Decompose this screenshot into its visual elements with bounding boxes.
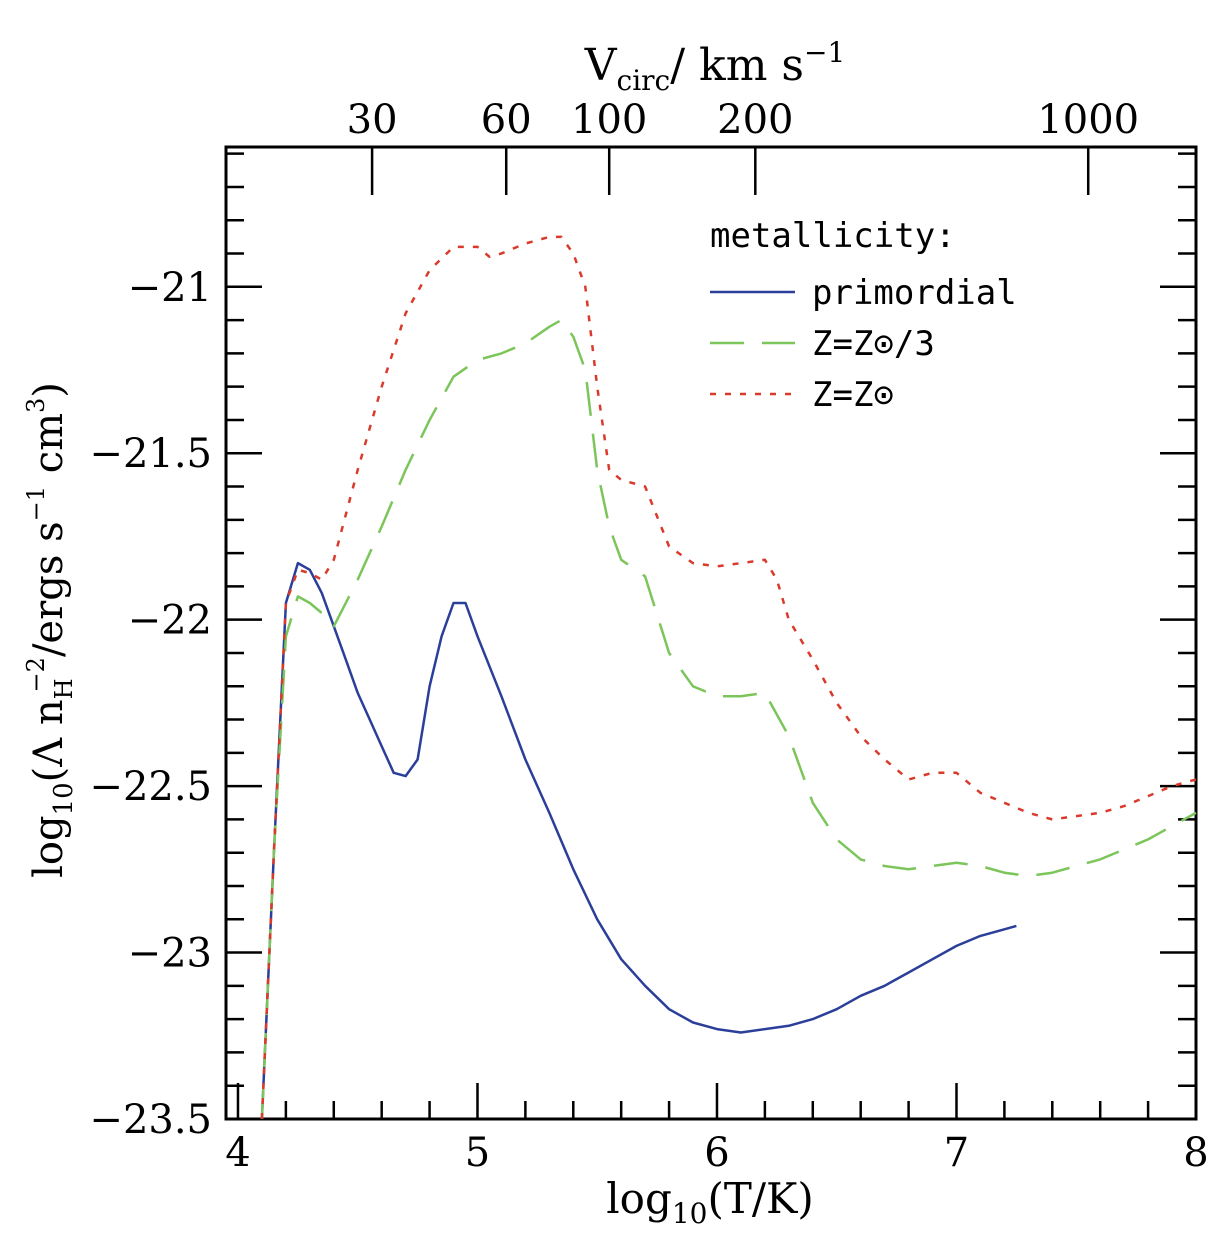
top-axis-label-sup: −1	[804, 36, 845, 69]
y-tick-label: −21	[128, 265, 212, 311]
x-axis-label-prefix: log	[606, 1174, 672, 1223]
legend-label-solar: Z=Z⊙	[812, 375, 894, 415]
y-axis-label-prefix: log	[26, 815, 72, 877]
top-axis-label-rest: / km s	[670, 40, 804, 91]
legend-label-third-solar: Z=Z⊙/3	[812, 324, 935, 364]
y-tick-label: −22	[128, 598, 212, 644]
y-tick-label: −21.5	[89, 431, 212, 477]
y-axis-label-mid: /ergs s	[26, 521, 72, 657]
y-tick-label: −23	[128, 931, 212, 977]
y-axis-label-open: (Λ n	[26, 699, 72, 782]
x-axis-label-sub: 10	[672, 1197, 708, 1230]
y-axis-label-sup4: 3	[22, 398, 50, 413]
y-axis-label-close: )	[26, 382, 72, 398]
series-layer	[260, 235, 1197, 1120]
series-primordial	[260, 561, 1017, 1120]
y-axis-label-sub: 10	[49, 782, 79, 815]
plot-frame	[224, 145, 1198, 1121]
top-tick-label: 100	[571, 97, 647, 143]
legend: metallicity: primordial Z=Z⊙/3 Z=Z⊙	[710, 216, 1017, 415]
tick-labels: 4 5 6 7 8 −21 −21.5 −22 −22.5 −23 −23.5 30 60 100 200 1…	[89, 97, 1208, 1176]
x-tick-label: 5	[465, 1130, 490, 1176]
series-third-solar	[260, 318, 1197, 1120]
legend-label-primordial: primordial	[812, 273, 1017, 313]
axis-ticks	[226, 147, 1198, 1121]
x-axis-label: log10(T/K)	[606, 1174, 814, 1230]
x-tick-label: 6	[704, 1130, 729, 1176]
y-axis-label-mid2: cm	[26, 413, 72, 486]
y-axis-label-sub2: H	[50, 678, 78, 699]
x-tick-label: 7	[944, 1130, 969, 1176]
top-axis-label: Vcirc/ km s−1	[584, 36, 846, 97]
top-axis-label-main: V	[584, 40, 618, 91]
top-tick-label: 200	[717, 97, 793, 143]
x-tick-label: 4	[225, 1130, 250, 1176]
y-tick-label: −22.5	[89, 764, 212, 810]
series-solar	[260, 235, 1197, 1120]
top-tick-label: 60	[481, 97, 532, 143]
top-tick-label: 1000	[1037, 97, 1139, 143]
y-axis-label: log10(Λ nH−2/ergs s−1 cm3)	[22, 382, 79, 878]
y-axis-label-sup2: −2	[22, 657, 50, 692]
legend-title: metallicity:	[710, 216, 956, 256]
y-axis-label-sup3: −1	[22, 486, 50, 521]
x-axis-label-rest: (T/K)	[707, 1174, 813, 1223]
y-tick-label: −23.5	[89, 1097, 212, 1143]
top-axis-label-sub: circ	[617, 64, 671, 97]
top-tick-label: 30	[347, 97, 398, 143]
x-tick-label: 8	[1183, 1130, 1208, 1176]
